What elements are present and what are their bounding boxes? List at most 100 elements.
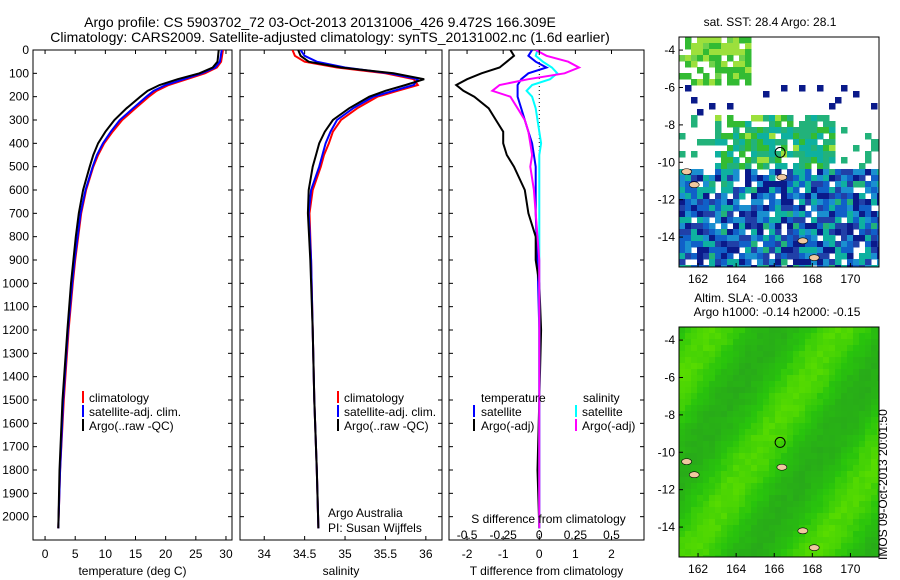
sst-map-cell (871, 217, 878, 224)
sla-map-cell (871, 399, 878, 406)
sla-map-cell (763, 489, 770, 496)
salinity-xtick-label: 34 (258, 547, 272, 561)
sla-map-cell (823, 453, 830, 460)
sst-map-cell (847, 181, 854, 188)
sla-map-cell (835, 531, 842, 538)
sla-map-cell (871, 519, 878, 526)
sla-map-cell (709, 537, 716, 544)
sla-map-title: Altim. SLA: -0.0033 (694, 291, 798, 305)
sla-map-cell (841, 327, 848, 334)
sla-map-cell (697, 363, 704, 370)
sst-map-ytick-label: -10 (658, 155, 676, 169)
depth-tick-label: 800 (9, 230, 29, 244)
sla-map-cell (817, 459, 824, 466)
legend-swatch-climatology (337, 391, 339, 403)
sst-map-cell (751, 169, 758, 176)
sst-map-cell (811, 235, 818, 242)
difference-series-0 (516, 50, 550, 529)
sst-map-cell (763, 181, 770, 188)
sla-map-cell (793, 531, 800, 538)
sla-map-cell (721, 387, 728, 394)
sla-map-cell (829, 495, 836, 502)
sst-map-cell (829, 103, 836, 110)
sst-map-cell (853, 235, 860, 242)
sst-map-cell (781, 235, 788, 242)
sla-map-cell (811, 513, 818, 520)
sla-map-cell (841, 489, 848, 496)
sla-map-cell (793, 327, 800, 334)
sla-map-cell (835, 345, 842, 352)
sla-map-cell (829, 369, 836, 376)
sst-map-cell (745, 205, 752, 212)
sst-map-cell (841, 169, 848, 176)
sst-map-cell (757, 175, 764, 182)
sst-map-cell (841, 229, 848, 236)
sla-map-cell (805, 477, 812, 484)
sla-map-cell (709, 393, 716, 400)
difference-xtick-s-label: 0.5 (603, 528, 620, 542)
sla-map-cell (751, 399, 758, 406)
sla-map-cell (775, 327, 782, 334)
sst-map-cell (847, 247, 854, 254)
sst-map-cell (829, 139, 836, 146)
sst-map-cell (763, 259, 770, 266)
sst-map-cell (853, 169, 860, 176)
sla-map-cell (715, 375, 722, 382)
sla-map-cell (829, 447, 836, 454)
sla-map-cell (853, 555, 860, 557)
sst-map-cell (697, 67, 704, 74)
sla-map-cell (811, 453, 818, 460)
sla-map-cell (811, 531, 818, 538)
sst-map-cell (823, 145, 830, 152)
sst-map-cell (829, 205, 836, 212)
sla-map-cell (685, 435, 692, 442)
sst-map-cell (727, 235, 734, 242)
sst-map-cell (835, 199, 842, 206)
sla-map-cell (769, 459, 776, 466)
sla-map-cell (763, 495, 770, 502)
sla-map-cell (823, 363, 830, 370)
sst-map-cell (715, 169, 722, 176)
sla-map-cell (709, 543, 716, 550)
sla-map-cell (703, 435, 710, 442)
sla-map-cell (721, 327, 728, 334)
sst-map-cell (823, 187, 830, 194)
sst-map-cell (691, 229, 698, 236)
sst-map-cell (751, 151, 758, 158)
sla-map-cell (811, 351, 818, 358)
sla-map-cell (811, 483, 818, 490)
temperature-xtick-label: 10 (99, 547, 113, 561)
sst-map-cell (769, 181, 776, 188)
sla-map-cell (799, 459, 806, 466)
sla-map-cell (787, 399, 794, 406)
sla-map-cell (871, 459, 878, 466)
sla-map-cell (811, 555, 818, 557)
sla-map-cell (745, 519, 752, 526)
sla-map-cell (805, 429, 812, 436)
difference-series-3 (490, 50, 582, 529)
sla-map-cell (697, 519, 704, 526)
sla-map-cell (841, 411, 848, 418)
sst-map-cell (757, 229, 764, 236)
sla-map-cell (697, 435, 704, 442)
sst-map-cell (823, 217, 830, 224)
sst-map-cell (739, 205, 746, 212)
sla-map-cell (757, 495, 764, 502)
sst-map-cell (799, 175, 806, 182)
sla-map-cell (811, 471, 818, 478)
sla-map-cell (799, 399, 806, 406)
sla-map-cell (817, 441, 824, 448)
sla-map-cell (829, 387, 836, 394)
sla-map-cell (841, 477, 848, 484)
sst-map-cell (733, 49, 740, 56)
sla-map-cell (709, 531, 716, 538)
sla-map-cell (853, 501, 860, 508)
sla-map-cell (853, 375, 860, 382)
sla-map-cell (799, 405, 806, 412)
sst-map-cell (721, 199, 728, 206)
sst-map-cell (811, 145, 818, 152)
sla-map-cell (733, 333, 740, 340)
sla-map-cell (859, 375, 866, 382)
sst-map-cell (745, 259, 752, 266)
sst-map-cell (751, 253, 758, 260)
